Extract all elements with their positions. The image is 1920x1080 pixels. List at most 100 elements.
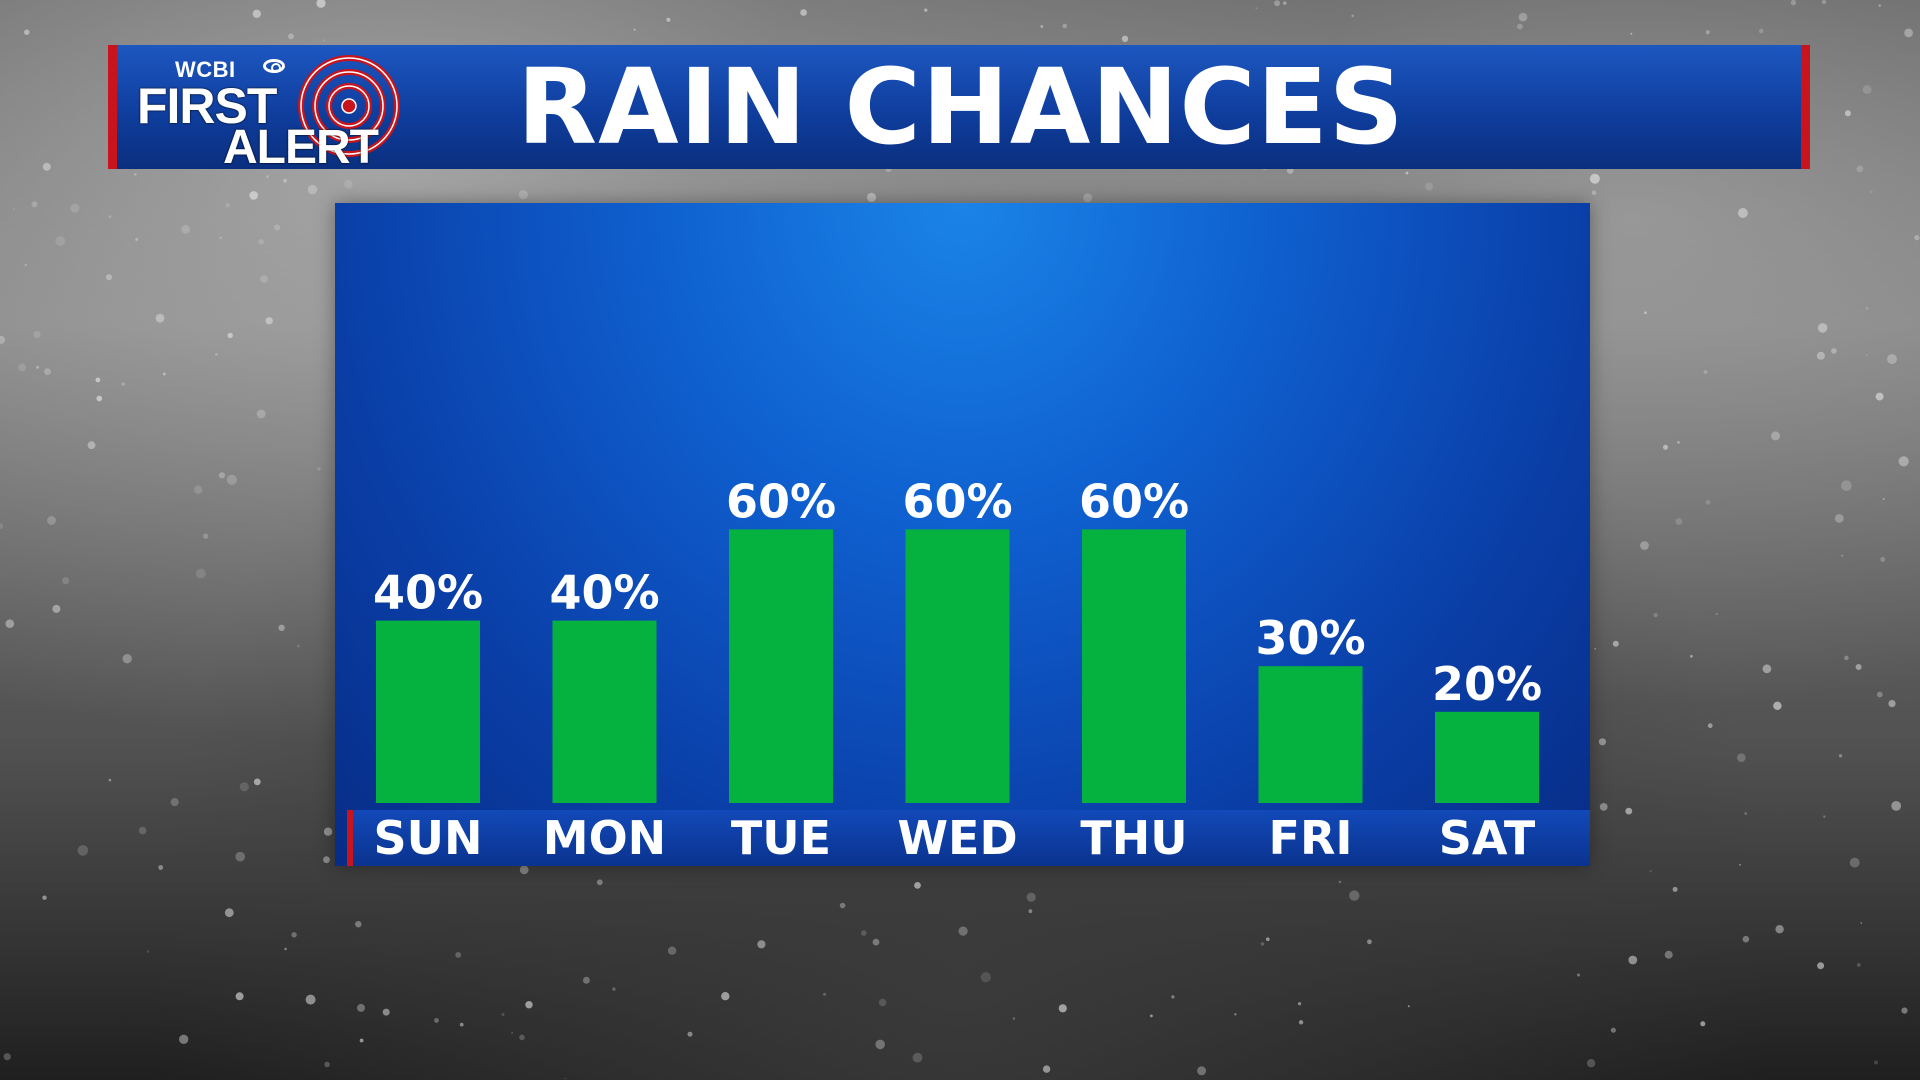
rain-droplet [1274,0,1281,7]
rain-droplet [215,353,218,356]
rain-droplet [1612,640,1619,647]
rain-droplet [1591,190,1597,195]
rain-droplet [1349,890,1360,901]
rain-droplet [77,845,89,856]
rain-droplet [121,382,125,386]
rain-droplet [912,1052,923,1063]
rain-droplet [42,162,51,171]
rain-droplet [52,604,61,613]
data-label-tue: 60% [726,474,836,528]
rain-droplet [195,568,206,579]
rain-droplet [823,992,827,996]
rain-droplet [344,179,353,189]
rain-droplet [307,184,318,195]
rain-droplet [134,173,137,176]
rain-droplet [839,902,846,909]
rain-droplet [218,472,226,479]
rain-droplet [284,947,287,951]
rain-droplet [18,363,27,372]
rain-droplet [1649,870,1652,873]
rain-droplet [1739,863,1742,866]
network-eye-icon [263,59,285,73]
rain-droplet [1040,25,1044,28]
rain-droplet [1255,7,1258,10]
rain-droplet [1234,1013,1237,1016]
rain-droplet [1700,1021,1706,1027]
rain-droplet [800,9,807,16]
rain-droplet [1338,880,1342,884]
rain-droplet [1831,348,1837,354]
rain-droplet [1715,612,1718,616]
rain-droplet [260,275,268,283]
rain-droplet [1298,1002,1302,1006]
rain-droplet [1283,1,1287,5]
bar-sat [1435,711,1539,803]
rain-droplet [1663,444,1668,450]
rain-droplet [24,29,30,35]
rain-droplet [1598,738,1606,746]
rain-droplet [633,28,636,31]
rain-droplet [3,1053,11,1061]
rain-droplet [357,1003,365,1012]
logo-alert-text: ALERT [223,121,379,174]
rain-droplet [239,782,249,792]
rain-droplet [33,331,41,339]
rain-droplet [1266,937,1270,941]
rain-droplet [1817,962,1825,970]
rain-droplet [5,619,15,628]
rain-droplet [1816,351,1825,360]
rain-droplet [1844,110,1851,117]
x-tick-label-mon: MON [543,811,666,865]
rain-droplet [44,368,51,375]
rain-droplet [95,377,101,383]
x-tick-label-fri: FRI [1269,811,1353,865]
data-label-sun: 40% [373,566,483,620]
rain-droplet [1876,691,1883,698]
rain-droplet [1351,14,1355,18]
title-banner: WCBI FIRST ALERT RAIN CHANCES [108,45,1810,174]
rain-droplet [1742,935,1750,943]
data-label-wed: 60% [902,474,1012,528]
rain-droplet [158,865,164,870]
data-label-sat: 20% [1432,657,1542,711]
rain-droplet [518,190,528,200]
rain-droplet [875,1039,885,1050]
rain-droplet [511,1032,513,1034]
rain-droplet [1260,942,1265,946]
chart-panel: 40% SUN 40% MON 60% TUE 60% WED 60% THU 30% FRI 20% S… [335,203,1590,866]
rain-droplet [1407,1005,1410,1008]
rain-droplet [1028,909,1033,914]
rain-droplet [135,238,139,241]
rain-droplet [866,192,877,202]
rain-droplet [1844,655,1849,661]
rain-droplet [359,1038,364,1043]
rain-droplet [305,994,316,1005]
rain-droplet [278,624,285,631]
rain-droplet [501,1013,505,1016]
rain-droplet [355,921,362,928]
rain-droplet [1891,801,1902,811]
rain-droplet [924,8,928,12]
rain-droplet [55,236,66,246]
rain-droplet [1150,1014,1153,1018]
page-title: RAIN CHANCES [517,46,1405,168]
rain-droplet [1644,311,1647,315]
rain-droplet [1640,541,1649,550]
rain-droplet [1664,950,1673,959]
rain-droplet [1762,664,1772,674]
rain-droplet [1653,613,1658,618]
rain-droplet [1628,955,1638,965]
rain-droplet [1744,812,1748,815]
rain-droplet [1012,1017,1016,1020]
rain-droplet [1874,1060,1878,1065]
rain-droplet [203,533,209,539]
rain-droplet [1610,1027,1616,1033]
bar-fri [1258,666,1363,803]
bar-wed [905,529,1010,803]
rain-droplet [914,882,921,889]
rain-droplet [322,39,326,42]
rain-droplet [317,467,321,471]
rain-droplet [1857,963,1861,967]
rain-droplet [757,940,766,949]
rain-droplet [1862,85,1872,95]
